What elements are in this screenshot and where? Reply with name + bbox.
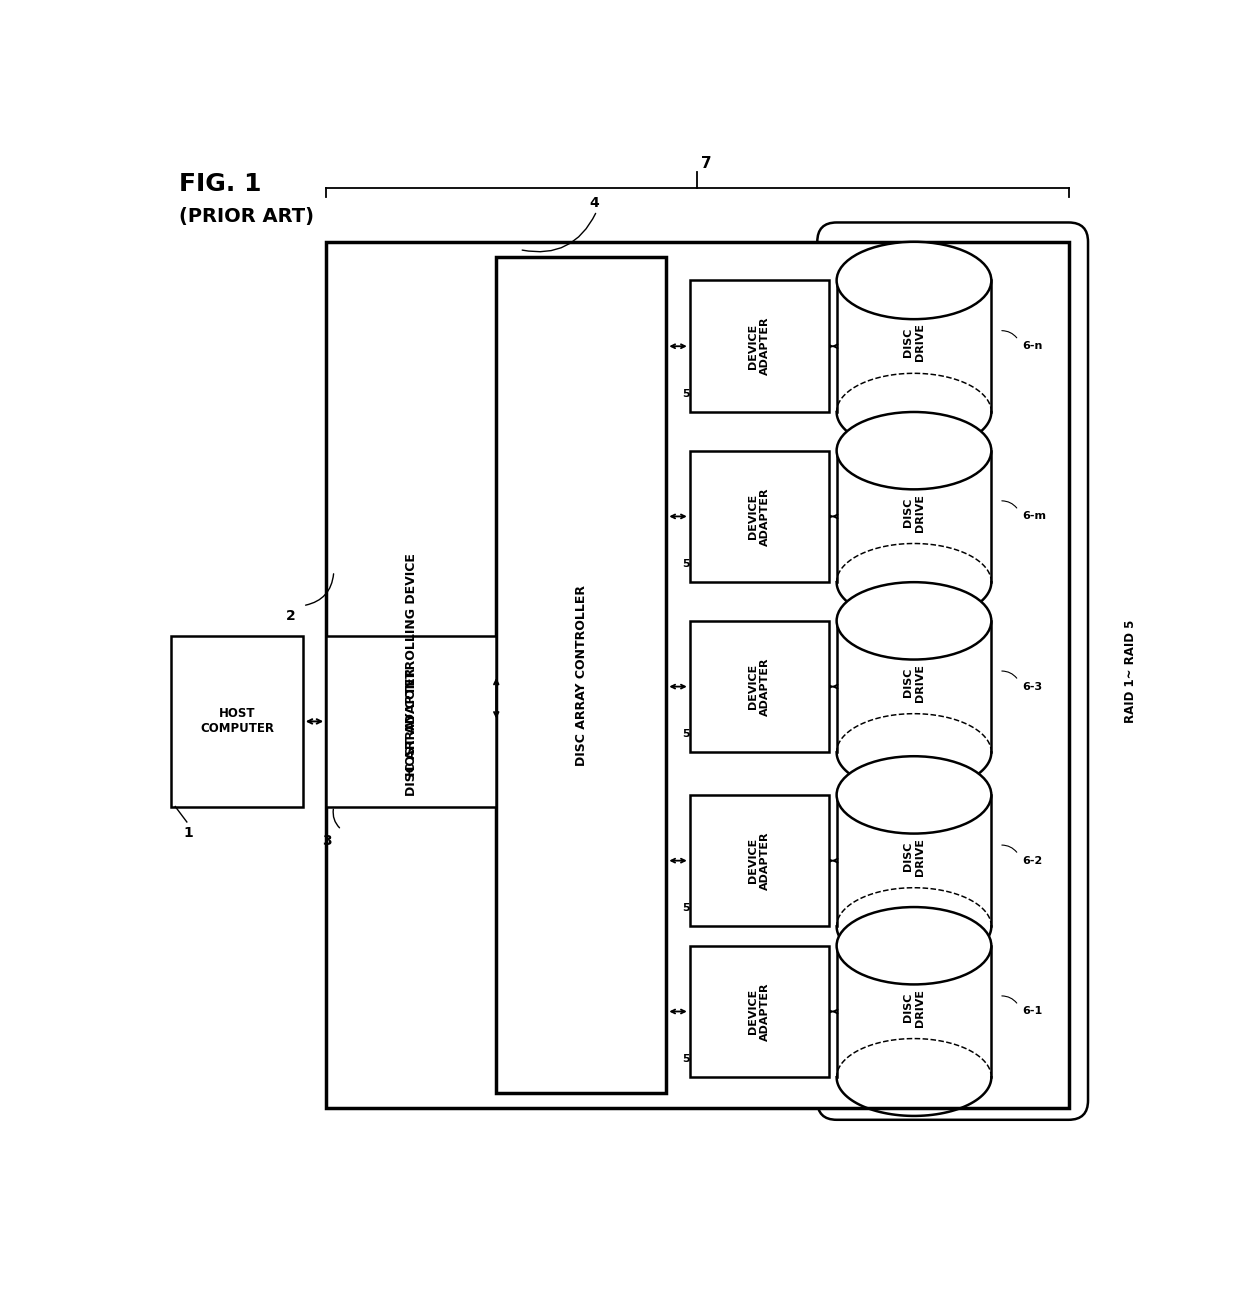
Text: FIG. 1: FIG. 1 (179, 172, 262, 196)
Text: 6-m: 6-m (1022, 512, 1047, 521)
Text: (PRIOR ART): (PRIOR ART) (179, 206, 314, 226)
Text: 6-n: 6-n (1022, 341, 1043, 351)
FancyBboxPatch shape (817, 222, 1087, 1119)
Ellipse shape (837, 756, 991, 833)
Bar (689, 281, 828, 411)
Text: 6-2: 6-2 (1022, 855, 1043, 866)
Bar (326, 636, 496, 807)
Text: 5-n: 5-n (682, 389, 702, 398)
Bar (689, 795, 828, 926)
Ellipse shape (837, 908, 991, 985)
Ellipse shape (837, 582, 991, 660)
Bar (326, 242, 1069, 1109)
Text: DEVICE
ADAPTER: DEVICE ADAPTER (749, 487, 770, 546)
Text: 7: 7 (702, 155, 712, 171)
Text: HOST ADAPTER: HOST ADAPTER (404, 667, 418, 776)
Text: DISC ARRAY CONTROLLER: DISC ARRAY CONTROLLER (575, 585, 588, 765)
Bar (171, 636, 303, 807)
Text: DISC
DRIVE: DISC DRIVE (903, 663, 925, 701)
Text: 6-1: 6-1 (1022, 1007, 1043, 1016)
Ellipse shape (837, 411, 991, 490)
Bar (837, 281, 991, 411)
Text: HOST
COMPUTER: HOST COMPUTER (200, 708, 274, 735)
Text: 6-3: 6-3 (1022, 682, 1043, 692)
Text: 4: 4 (589, 196, 599, 210)
Bar (837, 451, 991, 582)
Text: DISC
DRIVE: DISC DRIVE (903, 324, 925, 362)
Bar (689, 451, 828, 582)
Ellipse shape (837, 242, 991, 319)
Text: DISC ARRAY CONTROLLING DEVICE: DISC ARRAY CONTROLLING DEVICE (404, 554, 418, 797)
Text: 2: 2 (285, 609, 295, 623)
Text: DEVICE
ADAPTER: DEVICE ADAPTER (749, 317, 770, 376)
Text: 3: 3 (322, 833, 332, 848)
Text: 5-2: 5-2 (682, 904, 702, 913)
Bar (689, 620, 828, 752)
Text: 5-1: 5-1 (682, 1054, 702, 1064)
Bar (837, 620, 991, 752)
Text: DEVICE
ADAPTER: DEVICE ADAPTER (749, 657, 770, 716)
Bar (689, 946, 828, 1077)
Text: DISC
DRIVE: DISC DRIVE (903, 494, 925, 532)
Text: 5-3: 5-3 (682, 729, 702, 739)
Text: DEVICE
ADAPTER: DEVICE ADAPTER (749, 982, 770, 1041)
Bar (496, 257, 666, 1093)
Text: 5-m: 5-m (682, 559, 706, 569)
Text: DISC
DRIVE: DISC DRIVE (903, 989, 925, 1027)
Bar (837, 946, 991, 1077)
Text: RAID 1~ RAID 5: RAID 1~ RAID 5 (1125, 619, 1137, 722)
Text: DEVICE
ADAPTER: DEVICE ADAPTER (749, 832, 770, 889)
Bar (837, 795, 991, 926)
Text: DISC
DRIVE: DISC DRIVE (903, 837, 925, 876)
Text: 1: 1 (184, 825, 192, 840)
